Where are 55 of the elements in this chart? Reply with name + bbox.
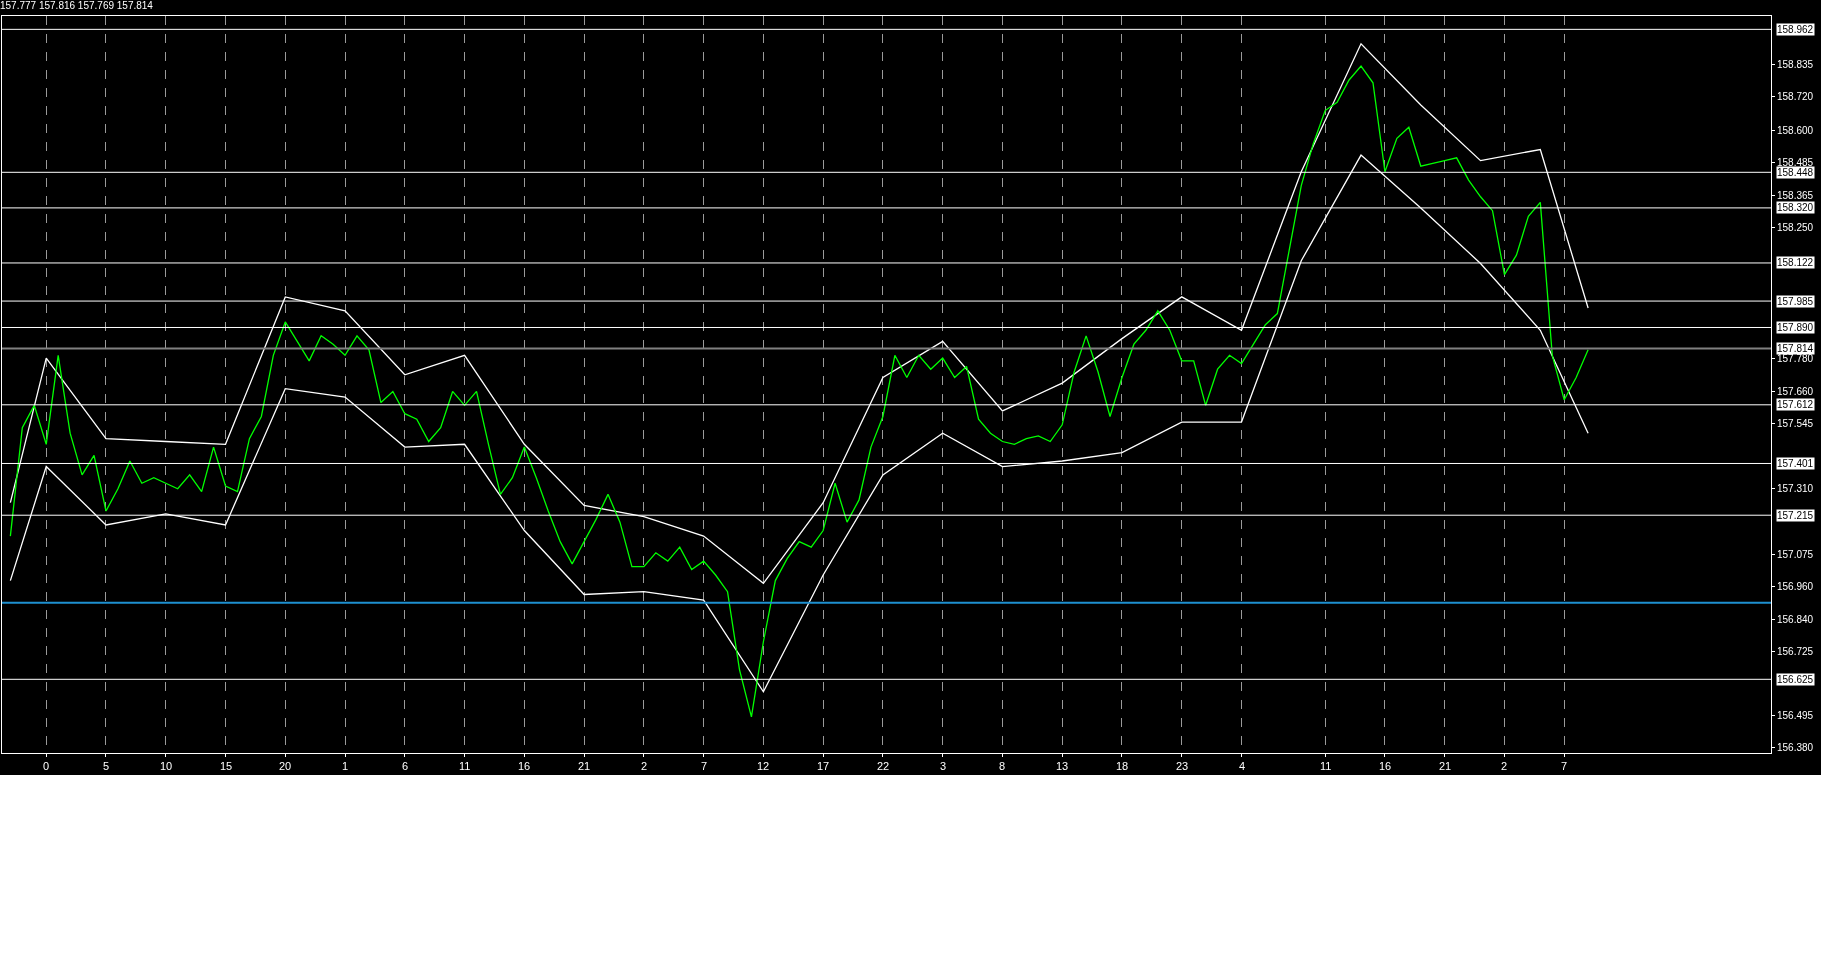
x-tick-label: 13 <box>1056 760 1069 772</box>
x-tick-label: 6 <box>402 760 409 772</box>
ref-line-label: 156.625 <box>1777 674 1814 685</box>
y-tick-label: 158.250 <box>1777 221 1814 233</box>
ref-line-label: 157.612 <box>1777 399 1814 410</box>
x-tick-label: 7 <box>1561 760 1568 772</box>
x-tick-label: 23 <box>1176 760 1189 772</box>
x-tick-label: 1 <box>342 760 349 772</box>
x-tick-label: 16 <box>1379 760 1392 772</box>
y-tick-label: 157.310 <box>1777 483 1814 495</box>
x-tick-label: 5 <box>103 760 110 772</box>
x-tick-label: 17 <box>817 760 830 772</box>
x-tick-label: 4 <box>1239 760 1246 772</box>
x-tick-label: 18 <box>1116 760 1129 772</box>
x-tick-label: 22 <box>877 760 890 772</box>
ref-line-label: 158.122 <box>1777 257 1814 268</box>
x-tick-label: 7 <box>701 760 708 772</box>
x-tick-label: 15 <box>220 760 233 772</box>
ref-line-label: 157.401 <box>1777 458 1814 469</box>
ref-line-label: 158.320 <box>1777 202 1814 213</box>
y-tick-label: 156.380 <box>1777 741 1814 753</box>
ref-line-label: 157.985 <box>1777 296 1814 307</box>
y-tick-label: 156.725 <box>1777 645 1814 657</box>
x-tick-label: 21 <box>578 760 591 772</box>
y-tick-label: 156.495 <box>1777 709 1814 721</box>
x-tick-label: 2 <box>1501 760 1508 772</box>
x-tick-label: 10 <box>160 760 173 772</box>
ref-line-label: 158.448 <box>1777 167 1814 178</box>
y-tick-label: 157.780 <box>1777 352 1814 364</box>
ref-line-label: 157.890 <box>1777 322 1814 333</box>
line-series <box>9 65 1589 718</box>
x-tick-label: 8 <box>999 760 1006 772</box>
x-tick-label: 20 <box>279 760 292 772</box>
ref-line-label: 157.215 <box>1777 510 1814 521</box>
x-tick-label: 21 <box>1439 760 1452 772</box>
y-tick-label: 158.720 <box>1777 91 1814 103</box>
x-tick-label: 11 <box>459 760 471 772</box>
y-tick-label: 158.600 <box>1777 124 1814 136</box>
x-tick-label: 11 <box>1320 760 1332 772</box>
chart-title: 157.777 157.816 157.769 157.814 <box>0 0 154 11</box>
x-tick-label: 12 <box>757 760 770 772</box>
y-tick-label: 158.365 <box>1777 189 1814 201</box>
x-tick-label: 3 <box>940 760 947 772</box>
ref-line-label: 157.814 <box>1777 343 1814 354</box>
y-tick-label: 157.075 <box>1777 548 1814 560</box>
y-tick-label: 156.840 <box>1777 614 1814 626</box>
y-tick-label: 157.545 <box>1777 417 1814 429</box>
ref-line-label: 158.962 <box>1777 24 1814 35</box>
x-tick-label: 2 <box>641 760 648 772</box>
x-tick-label: 0 <box>43 760 50 772</box>
y-tick-label: 156.960 <box>1777 580 1814 592</box>
y-tick-label: 157.660 <box>1777 385 1814 397</box>
y-tick-label: 158.485 <box>1777 156 1814 168</box>
y-tick-label: 158.835 <box>1777 59 1814 71</box>
x-tick-label: 16 <box>518 760 531 772</box>
